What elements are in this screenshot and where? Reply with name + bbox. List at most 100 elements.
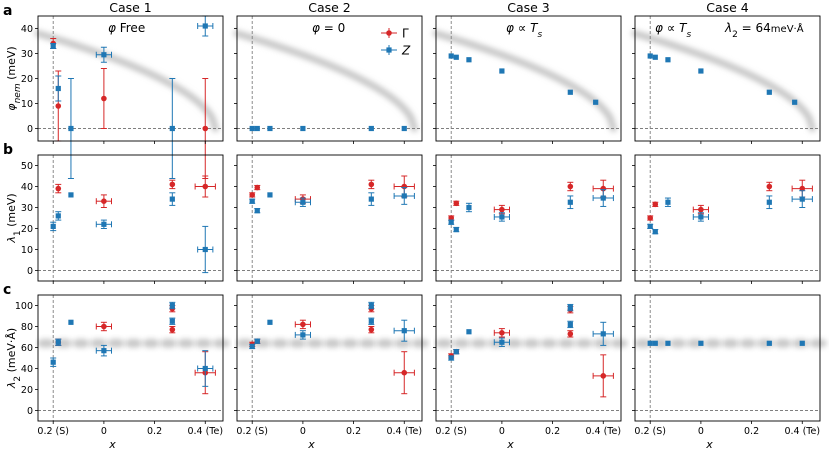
- data-point: [647, 223, 654, 229]
- z-marker: [401, 193, 407, 199]
- legend-entry: Γ: [381, 27, 409, 41]
- z-marker: [401, 328, 407, 334]
- gray-band-segment: [610, 338, 628, 348]
- z-marker: [499, 68, 505, 74]
- gamma-marker: [401, 369, 408, 376]
- data-point: [593, 99, 599, 105]
- z-marker: [698, 340, 704, 346]
- gamma-marker: [101, 95, 107, 102]
- series-gamma: [448, 179, 614, 221]
- z-marker: [600, 195, 606, 201]
- gamma-marker: [101, 323, 107, 330]
- data-point: [567, 89, 573, 95]
- z-marker: [202, 23, 208, 29]
- data-point: [652, 340, 658, 346]
- data-point: [493, 328, 510, 338]
- gray-band-segment: [452, 338, 471, 348]
- data-point: [567, 330, 574, 338]
- axes-frame: [236, 294, 423, 422]
- z-marker: [567, 89, 573, 95]
- z-marker: [453, 226, 459, 233]
- z-marker: [368, 302, 374, 309]
- y-tick-label: 10: [21, 245, 33, 256]
- data-point: [95, 219, 112, 229]
- z-marker: [55, 213, 61, 219]
- axes-c-2: 0.2 (S) 0 0.2 0.4 (Te) x: [234, 294, 429, 451]
- gray-band-segment: [540, 338, 558, 348]
- x-tick-label: 0.2: [147, 426, 162, 437]
- data-point: [194, 175, 216, 198]
- axes-frame: [236, 154, 423, 282]
- data-point: [499, 68, 505, 74]
- gray-band-segment: [159, 338, 178, 348]
- z-marker: [799, 196, 805, 202]
- series-gamma: [55, 175, 216, 208]
- axes-frame: [37, 154, 224, 282]
- y-tick-label: 0: [27, 124, 33, 135]
- gray-band-segment: [72, 338, 90, 348]
- gray-band-segment: [323, 338, 342, 348]
- z-marker: [368, 196, 374, 202]
- z-marker: [55, 85, 61, 92]
- data-point: [592, 354, 614, 398]
- panel-row-a: a φnem (meV) Case 1 0 10 20 30 40 φ Free Case 2 φ …: [3, 0, 821, 179]
- gray-band-segment: [411, 338, 429, 348]
- data-point: [652, 229, 659, 235]
- data-point: [300, 125, 306, 132]
- series-gamma: [249, 305, 415, 395]
- y-tick-label: 100: [15, 301, 33, 312]
- data-point: [592, 321, 614, 346]
- data-point: [254, 125, 260, 132]
- z-marker: [453, 349, 459, 355]
- gray-band-segment: [505, 338, 523, 348]
- gamma-marker: [453, 200, 460, 207]
- z-marker: [300, 125, 306, 132]
- gray-band-segment: [376, 338, 394, 348]
- data-point: [592, 189, 614, 207]
- data-point: [652, 54, 658, 60]
- data-point: [55, 183, 62, 194]
- axes-frame: [634, 294, 821, 422]
- y-tick-label: 40: [21, 24, 33, 35]
- data-point: [453, 200, 460, 207]
- case-annotation-2: λ2 = 64meV·Å: [724, 21, 804, 40]
- z-marker: [254, 208, 260, 214]
- axes-b-1: 0 10 20 30 40 50: [21, 154, 224, 284]
- data-point: [792, 99, 798, 105]
- gamma-marker: [101, 198, 107, 204]
- z-marker: [499, 339, 505, 345]
- data-point: [368, 125, 374, 132]
- x-tick-label: 0.2 (S): [236, 426, 268, 437]
- data-point: [791, 190, 813, 208]
- gamma-marker: [202, 125, 209, 132]
- z-marker: [202, 365, 208, 372]
- series-gamma: [55, 305, 216, 395]
- gray-band-segment: [142, 338, 160, 348]
- data-point: [254, 184, 261, 191]
- z-marker: [448, 219, 454, 225]
- gamma-marker: [799, 185, 806, 192]
- data-point: [254, 338, 261, 344]
- series-z: [249, 125, 407, 132]
- z-marker: [68, 125, 74, 132]
- axes-b-4: [632, 154, 821, 284]
- gray-band-segment: [107, 338, 125, 348]
- data-point: [766, 340, 772, 346]
- x-tick-label: 0.4 (Te): [386, 426, 422, 437]
- z-marker: [169, 125, 175, 132]
- gray-band-segment: [435, 338, 453, 348]
- gray-band-segment: [271, 338, 289, 348]
- z-marker: [101, 221, 107, 227]
- legend-entry: Z: [381, 44, 411, 58]
- z-marker: [267, 125, 273, 132]
- gamma-marker: [652, 201, 659, 208]
- x-tick-label: 0.4 (Te): [585, 426, 621, 437]
- panel-row-b: b λ1 (meV) 0 10 20 30 40 50: [3, 142, 821, 284]
- data-point: [249, 192, 256, 198]
- data-point: [169, 78, 176, 179]
- y-tick-label: 0: [27, 406, 33, 417]
- data-point: [197, 15, 214, 37]
- z-marker: [368, 125, 374, 132]
- z-marker: [792, 99, 798, 105]
